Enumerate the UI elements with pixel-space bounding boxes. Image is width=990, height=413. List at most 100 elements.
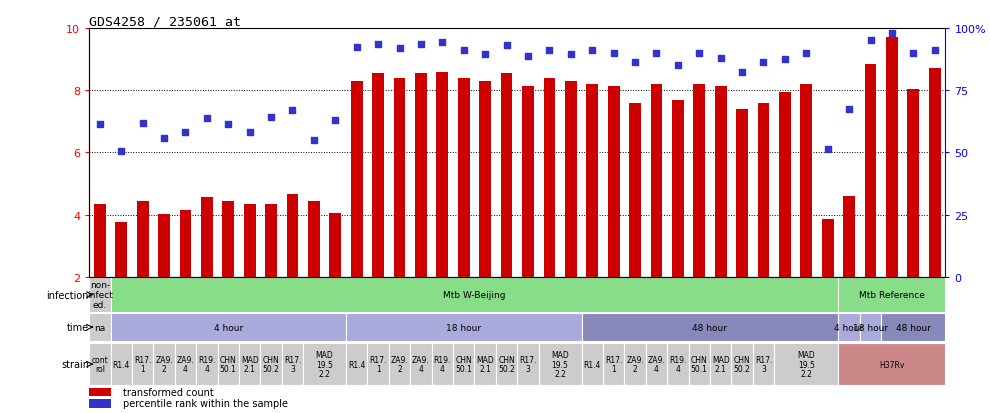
- Point: [820, 147, 836, 153]
- Point: [135, 120, 150, 127]
- Point: [542, 47, 557, 54]
- Bar: [737, 109, 748, 277]
- Point: [735, 69, 750, 76]
- Bar: [282, 343, 303, 385]
- Text: cont
rol: cont rol: [91, 355, 108, 374]
- Bar: [544, 78, 555, 277]
- Bar: [474, 343, 496, 385]
- Bar: [89, 399, 111, 408]
- Bar: [517, 343, 539, 385]
- Text: R17.
1: R17. 1: [134, 355, 151, 374]
- Bar: [886, 38, 898, 277]
- Bar: [650, 85, 662, 277]
- Point: [413, 41, 429, 48]
- Text: MAD
2.1: MAD 2.1: [241, 355, 258, 374]
- Bar: [330, 214, 342, 277]
- Text: time: time: [67, 322, 89, 332]
- Text: ZA9.
4: ZA9. 4: [412, 355, 430, 374]
- Text: ZA9.
2: ZA9. 2: [391, 355, 409, 374]
- Point: [520, 54, 536, 60]
- Bar: [372, 74, 384, 277]
- Text: R1.4: R1.4: [583, 360, 601, 369]
- Bar: [89, 313, 111, 342]
- Bar: [774, 343, 839, 385]
- Bar: [672, 100, 684, 277]
- Bar: [303, 343, 346, 385]
- Bar: [239, 343, 260, 385]
- Bar: [137, 201, 148, 277]
- Text: non-
infect
ed.: non- infect ed.: [87, 281, 113, 309]
- Bar: [752, 343, 774, 385]
- Point: [777, 57, 793, 63]
- Bar: [859, 313, 881, 342]
- Text: CHN
50.1: CHN 50.1: [455, 355, 472, 374]
- Point: [563, 52, 579, 59]
- Text: CHN
50.1: CHN 50.1: [691, 355, 708, 374]
- Point: [477, 52, 493, 59]
- Text: R1.4: R1.4: [113, 360, 130, 369]
- Bar: [218, 343, 239, 385]
- Text: CHN
50.1: CHN 50.1: [220, 355, 237, 374]
- Text: R17.
1: R17. 1: [605, 355, 623, 374]
- Point: [691, 50, 707, 57]
- Bar: [115, 223, 127, 277]
- Text: ZA9.
2: ZA9. 2: [626, 355, 644, 374]
- Bar: [174, 343, 196, 385]
- Bar: [223, 201, 235, 277]
- Bar: [710, 343, 732, 385]
- Bar: [929, 69, 940, 277]
- Text: 48 hour: 48 hour: [896, 323, 931, 332]
- Point: [199, 116, 215, 122]
- Bar: [864, 64, 876, 277]
- Bar: [843, 197, 855, 277]
- Bar: [581, 313, 839, 342]
- Bar: [539, 343, 581, 385]
- Text: strain: strain: [61, 359, 89, 369]
- Bar: [779, 93, 791, 277]
- Point: [435, 40, 450, 46]
- Point: [499, 43, 515, 49]
- Point: [455, 47, 471, 54]
- Text: MAD
2.1: MAD 2.1: [712, 355, 730, 374]
- Point: [306, 137, 322, 144]
- Text: R17.
3: R17. 3: [284, 355, 301, 374]
- Bar: [522, 86, 534, 277]
- Point: [755, 60, 771, 66]
- Bar: [111, 313, 346, 342]
- Text: R17.
1: R17. 1: [369, 355, 387, 374]
- Point: [862, 38, 878, 45]
- Bar: [201, 198, 213, 277]
- Point: [584, 47, 600, 54]
- Point: [627, 60, 643, 66]
- Bar: [501, 74, 513, 277]
- Bar: [839, 343, 945, 385]
- Text: MAD
19.5
2.2: MAD 19.5 2.2: [316, 350, 334, 378]
- Text: R19.
4: R19. 4: [198, 355, 216, 374]
- Text: R17.
3: R17. 3: [754, 355, 772, 374]
- Bar: [346, 343, 367, 385]
- Text: MAD
19.5
2.2: MAD 19.5 2.2: [797, 350, 815, 378]
- Text: R19.
4: R19. 4: [669, 355, 686, 374]
- Bar: [244, 204, 255, 277]
- Bar: [625, 343, 645, 385]
- Bar: [715, 86, 727, 277]
- Text: 4 hour: 4 hour: [835, 323, 863, 332]
- Text: 18 hour: 18 hour: [853, 323, 888, 332]
- Bar: [757, 103, 769, 277]
- Text: GDS4258 / 235061_at: GDS4258 / 235061_at: [89, 15, 242, 28]
- Text: CHN
50.2: CHN 50.2: [262, 355, 279, 374]
- Bar: [453, 343, 474, 385]
- Text: R1.4: R1.4: [348, 360, 365, 369]
- Bar: [111, 343, 132, 385]
- Bar: [111, 278, 839, 312]
- Bar: [881, 313, 945, 342]
- Text: H37Rv: H37Rv: [879, 360, 905, 369]
- Point: [713, 55, 729, 62]
- Text: MAD
2.1: MAD 2.1: [476, 355, 494, 374]
- Bar: [565, 82, 577, 277]
- Point: [284, 108, 300, 114]
- Bar: [603, 343, 625, 385]
- Bar: [394, 78, 406, 277]
- Bar: [437, 72, 448, 277]
- Text: 48 hour: 48 hour: [692, 323, 728, 332]
